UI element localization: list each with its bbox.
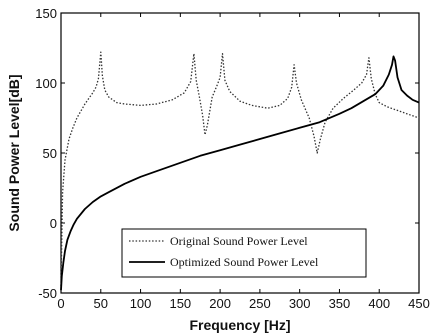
- x-tick-label: 350: [329, 296, 351, 311]
- x-tick-label: 50: [94, 296, 108, 311]
- y-tick-label: -50: [38, 286, 57, 301]
- x-tick-label: 250: [249, 296, 271, 311]
- x-axis: 0 50 100 150 200 250 300 350 400 450: [57, 13, 430, 311]
- x-tick-label: 100: [130, 296, 152, 311]
- y-axis-title: Sound Power Level[dB]: [6, 74, 22, 231]
- y-tick-label: 150: [35, 6, 57, 21]
- x-tick-label: 200: [209, 296, 231, 311]
- x-tick-label: 400: [368, 296, 390, 311]
- legend-label-optimized: Optimized Sound Power Level: [170, 255, 319, 269]
- legend-box: [121, 228, 367, 278]
- y-axis: -50 0 50 100 150: [35, 6, 419, 301]
- x-tick-label: 0: [57, 296, 64, 311]
- x-tick-label: 450: [408, 296, 430, 311]
- legend: Original Sound Power Level Optimized Sou…: [121, 228, 367, 278]
- legend-label-original: Original Sound Power Level: [170, 234, 308, 248]
- x-axis-title: Frequency [Hz]: [189, 317, 290, 333]
- y-tick-label: 100: [35, 76, 57, 91]
- y-tick-label: 50: [43, 146, 57, 161]
- series-line-optimized: [60, 55, 420, 291]
- x-tick-label: 300: [289, 296, 311, 311]
- series-layer: [60, 51, 420, 291]
- y-tick-label: 0: [50, 216, 57, 231]
- series-line-original: [60, 51, 420, 287]
- x-tick-label: 150: [169, 296, 191, 311]
